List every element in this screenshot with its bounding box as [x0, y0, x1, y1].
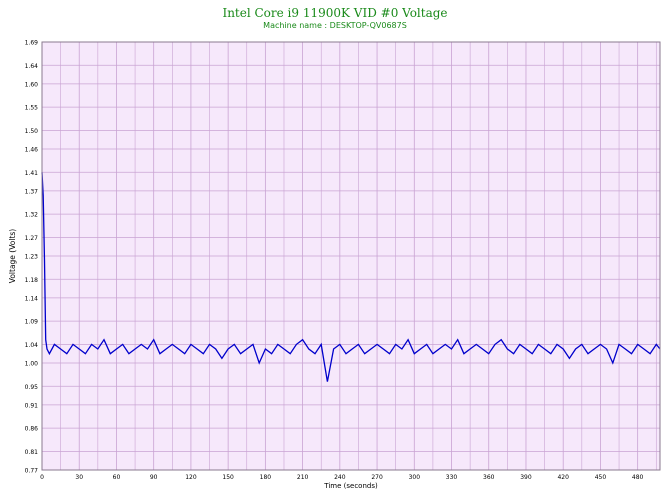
x-tick-label: 60: [113, 474, 121, 481]
x-tick-label: 120: [185, 474, 197, 481]
x-axis-ticks: 0 30 60 90 120 150 180 210 240 270 300 330 360 390 420…: [40, 474, 643, 481]
y-tick-label: 1.27: [25, 235, 39, 242]
x-tick-label: 270: [371, 474, 383, 481]
x-tick-label: 150: [222, 474, 234, 481]
y-tick-label: 1.09: [25, 319, 39, 326]
x-tick-label: 180: [260, 474, 272, 481]
x-tick-label: 330: [446, 474, 458, 481]
y-axis-ticks: 0.77 0.81 0.86 0.91 0.95 1.00 1.04 1.09 1.14 1.18…: [25, 40, 39, 475]
y-tick-label: 0.95: [25, 384, 39, 391]
x-tick-label: 90: [150, 474, 158, 481]
y-tick-label: 1.14: [25, 295, 39, 302]
x-axis-label: Time (seconds): [323, 482, 378, 490]
x-tick-label: 240: [334, 474, 346, 481]
y-tick-label: 1.60: [25, 81, 39, 88]
chart-subtitle: Machine name : DESKTOP-QV0687S: [263, 21, 407, 30]
y-tick-label: 0.77: [25, 468, 39, 475]
y-tick-label: 0.86: [25, 426, 39, 433]
y-tick-label: 1.00: [25, 361, 39, 368]
y-axis-label: Voltage (Volts): [8, 229, 17, 284]
x-tick-label: 480: [632, 474, 644, 481]
x-tick-label: 450: [595, 474, 607, 481]
y-tick-label: 1.50: [25, 128, 39, 135]
y-tick-label: 1.46: [25, 147, 39, 154]
x-tick-label: 300: [409, 474, 421, 481]
voltage-series-line: [41, 172, 661, 382]
x-tick-label: 0: [40, 474, 44, 481]
x-tick-label: 390: [520, 474, 532, 481]
y-tick-label: 1.18: [25, 277, 39, 284]
y-tick-label: 1.69: [25, 40, 39, 47]
y-tick-label: 1.64: [25, 63, 39, 70]
x-tick-label: 210: [297, 474, 309, 481]
y-tick-label: 1.32: [25, 212, 39, 219]
x-tick-label: 360: [483, 474, 495, 481]
y-tick-label: 1.41: [25, 170, 39, 177]
y-tick-label: 1.04: [25, 342, 39, 349]
x-tick-label: 30: [75, 474, 83, 481]
chart-title: Intel Core i9 11900K VID #0 Voltage: [222, 6, 448, 20]
y-tick-label: 1.37: [25, 188, 39, 195]
y-tick-label: 0.91: [25, 402, 39, 409]
y-tick-label: 0.81: [25, 449, 39, 456]
y-tick-label: 1.23: [25, 254, 39, 261]
plot-frame: [41, 41, 661, 471]
x-tick-label: 420: [557, 474, 569, 481]
y-tick-label: 1.55: [25, 105, 39, 112]
